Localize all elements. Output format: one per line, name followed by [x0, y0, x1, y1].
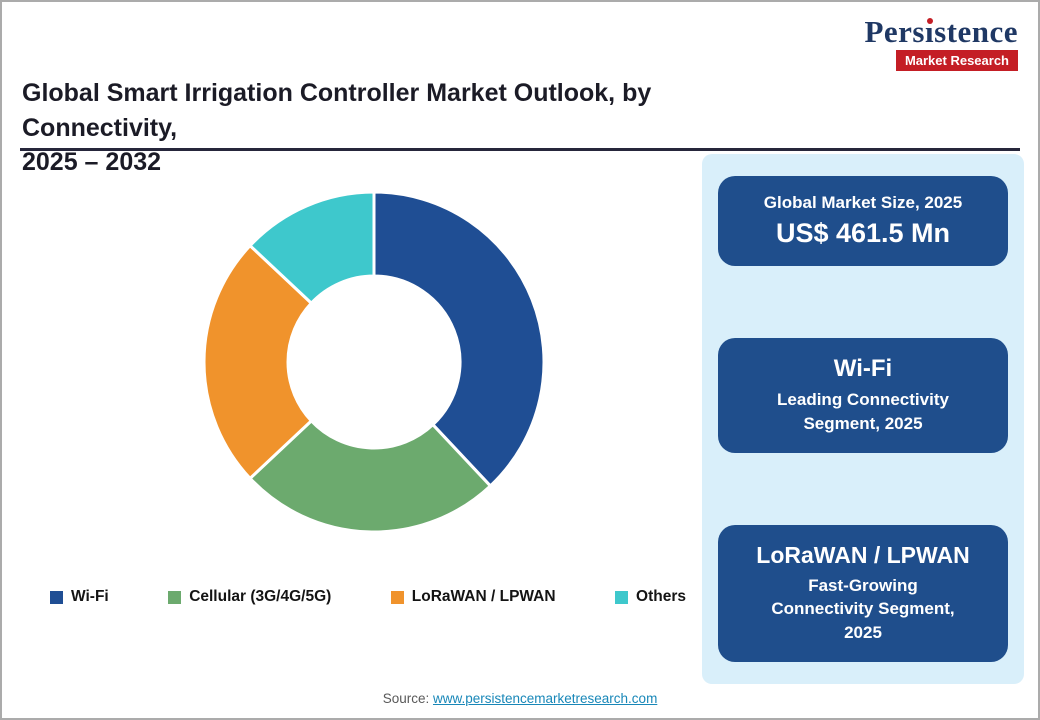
- legend-swatch-others: [615, 590, 629, 604]
- pmr-logo: Persıstence Market Research: [864, 16, 1018, 71]
- chart-legend: Wi-Fi Cellular (3G/4G/5G) LoRaWAN / LPWA…: [50, 588, 686, 606]
- legend-swatch-cellular: [168, 590, 182, 604]
- logo-word-pre: Pers: [864, 14, 925, 49]
- logo-i-dot: ı: [925, 16, 934, 47]
- market-size-card-value: US$ 461.5 Mn: [775, 218, 951, 248]
- legend-item-lorawan: LoRaWAN / LPWAN: [390, 588, 556, 606]
- chart-title-line1: Global Smart Irrigation Controller Marke…: [22, 79, 652, 142]
- donut-segment-1: [248, 419, 492, 534]
- legend-label-others: Others: [636, 588, 686, 605]
- leading-segment-card-title: Wi-Fi: [833, 355, 893, 382]
- donut-segment-3: [248, 190, 376, 305]
- legend-label-wifi: Wi-Fi: [71, 588, 109, 605]
- highlights-panel: Global Market Size, 2025 US$ 461.5 Mn Wi…: [702, 154, 1024, 684]
- source-link[interactable]: www.persistencemarketresearch.com: [432, 691, 658, 706]
- market-size-card-title: Global Market Size, 2025: [763, 193, 963, 212]
- logo-word-post: stence: [934, 14, 1018, 49]
- fast-growing-segment-card: LoRaWAN / LPWAN Fast-Growing Connectivit…: [718, 524, 1008, 662]
- legend-item-wifi: Wi-Fi: [50, 588, 109, 606]
- fast-growing-segment-card-subtitle: Fast-Growing Connectivity Segment, 2025: [771, 575, 955, 643]
- logo-badge: Market Research: [895, 50, 1018, 71]
- market-size-card: Global Market Size, 2025 US$ 461.5 Mn: [718, 176, 1008, 266]
- logo-word-i: ı: [924, 14, 935, 49]
- source-label: Source:: [382, 691, 430, 706]
- title-divider: [20, 148, 1020, 151]
- legend-swatch-wifi: [50, 590, 63, 604]
- source-line: Source: www.persistencemarketresearch.co…: [2, 691, 1038, 706]
- legend-label-cellular: Cellular (3G/4G/5G): [189, 588, 332, 605]
- leading-segment-card-subtitle: Leading Connectivity Segment, 2025: [777, 390, 949, 433]
- fast-growing-segment-card-title: LoRaWAN / LPWAN: [756, 541, 970, 568]
- legend-item-cellular: Cellular (3G/4G/5G): [168, 588, 331, 606]
- legend-item-others: Others: [615, 588, 686, 606]
- chart-title-line2: 2025 – 2032: [22, 148, 162, 176]
- legend-label-lorawan: LoRaWAN / LPWAN: [411, 588, 556, 605]
- legend-swatch-lorawan: [390, 590, 404, 604]
- donut-segment-0: [372, 190, 546, 488]
- logo-wordmark: Persıstence: [864, 16, 1018, 47]
- leading-segment-card: Wi-Fi Leading Connectivity Segment, 2025: [718, 338, 1008, 453]
- donut-chart: [190, 178, 558, 546]
- donut-segment-2: [202, 244, 313, 480]
- chart-title: Global Smart Irrigation Controller Marke…: [22, 76, 782, 180]
